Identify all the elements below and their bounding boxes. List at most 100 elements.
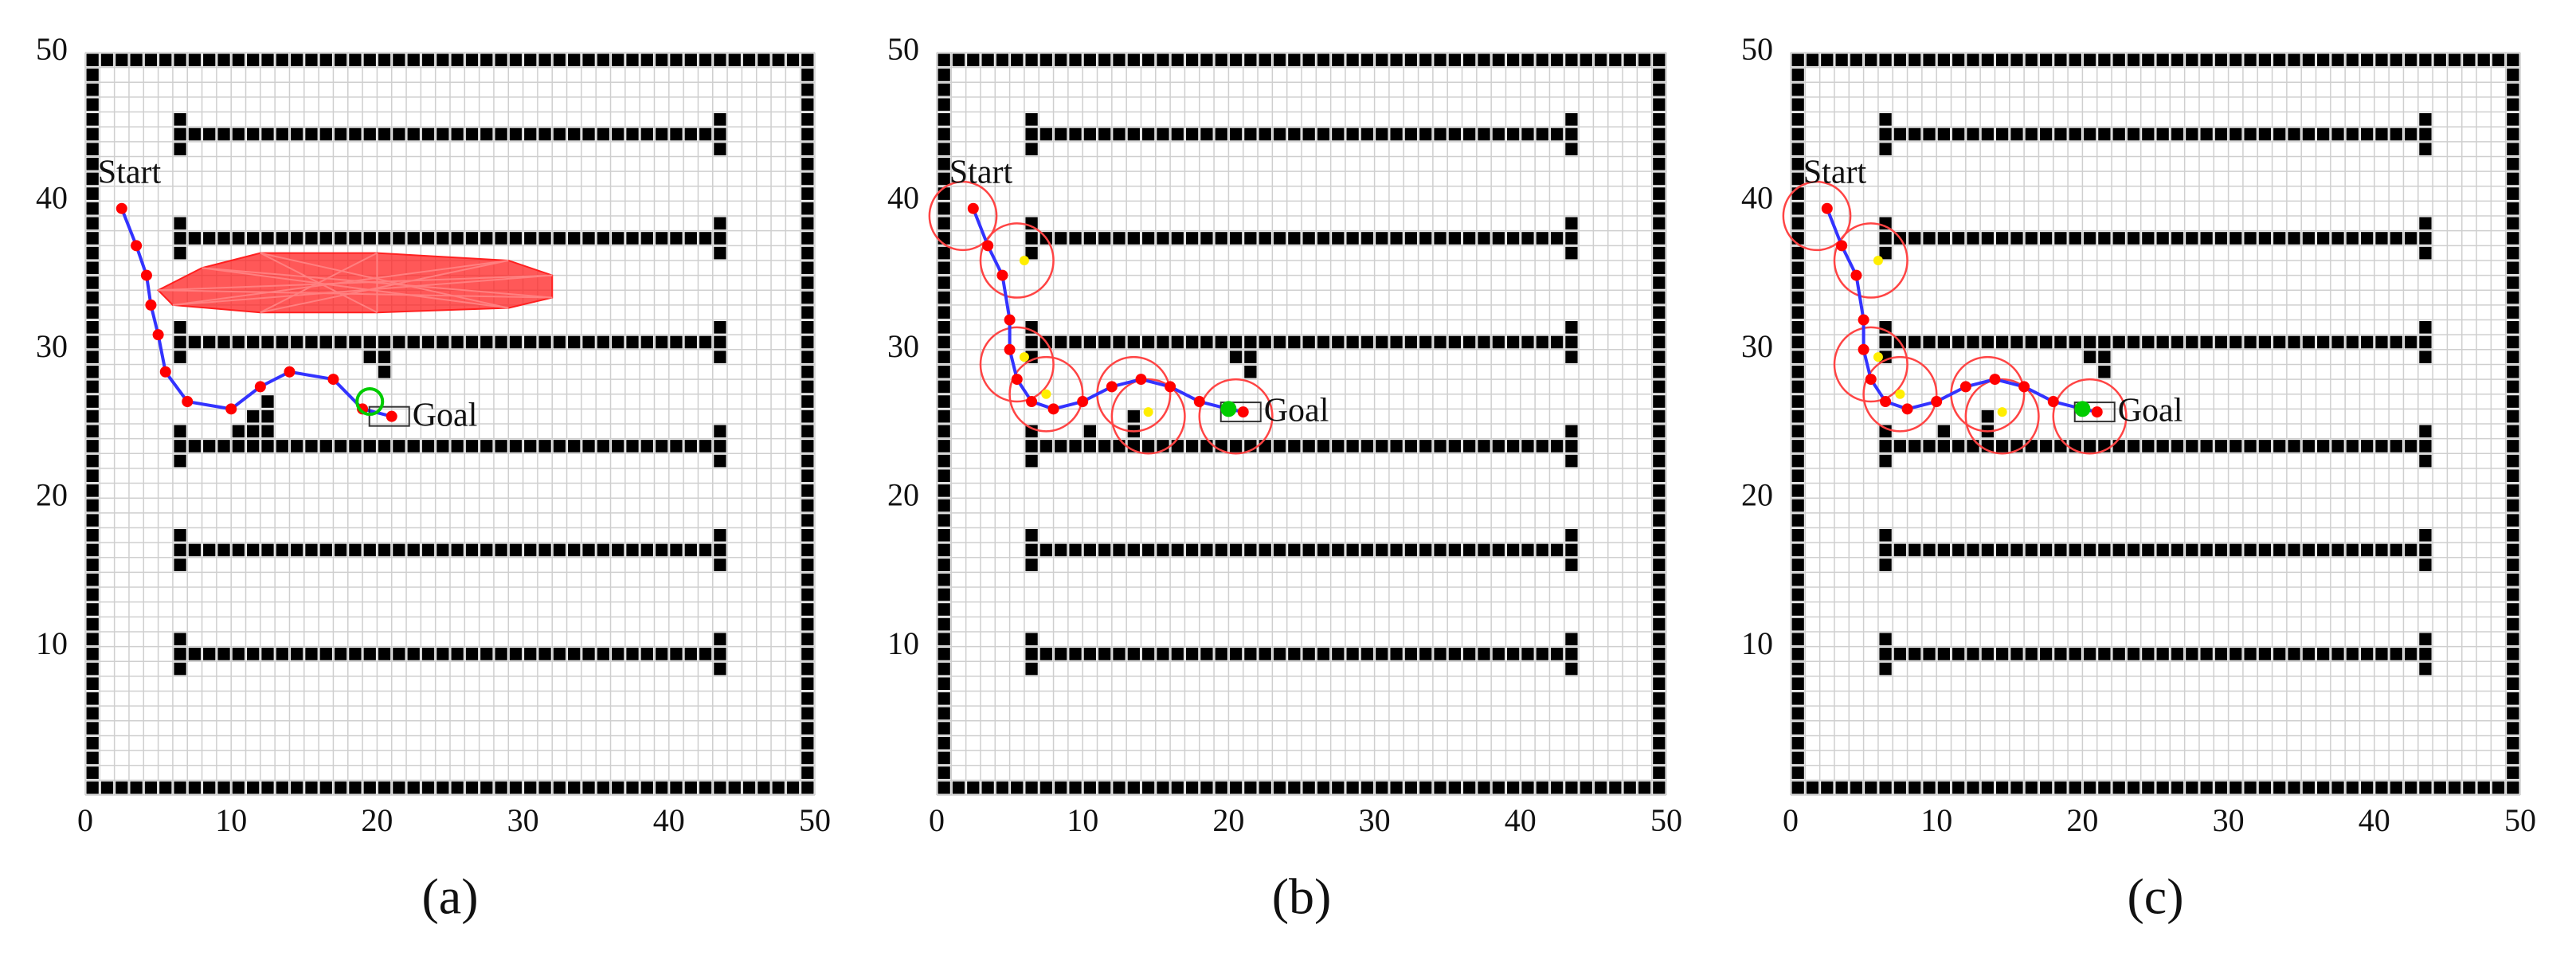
wall-cell <box>174 127 186 141</box>
wall-cell <box>2098 648 2111 660</box>
wall-cell <box>1055 335 1067 349</box>
border-cell <box>1623 781 1636 794</box>
wall-cell <box>1404 440 1418 453</box>
wall-cell <box>1404 543 1418 557</box>
wall-cell <box>1302 440 1315 453</box>
wall-post <box>1879 351 1892 363</box>
wall-cell <box>597 335 610 349</box>
border-cell <box>1127 53 1140 67</box>
wall-cell <box>232 232 245 245</box>
border-cell <box>801 143 814 155</box>
border-cell <box>1185 781 1199 794</box>
wall-cell <box>538 648 551 660</box>
border-cell <box>130 53 143 67</box>
wall-post <box>1879 246 1892 260</box>
wall-cell <box>495 335 507 349</box>
border-cell <box>232 53 245 67</box>
border-cell <box>2507 172 2519 186</box>
border-cell <box>2507 409 2519 423</box>
wall-cell <box>247 543 260 557</box>
wall-cell <box>2346 648 2359 660</box>
obstacle-cell <box>1083 425 1097 438</box>
wall-cell <box>2346 335 2359 349</box>
border-cell <box>801 707 814 720</box>
border-cell <box>801 588 814 601</box>
wall-cell <box>1288 335 1301 349</box>
wall-post <box>714 662 726 676</box>
wall-cell <box>1981 543 1994 557</box>
wall-cell <box>1565 648 1578 660</box>
border-cell <box>1653 232 1666 245</box>
border-cell <box>1346 781 1359 794</box>
border-cell <box>1791 722 1804 735</box>
border-cell <box>86 617 99 631</box>
border-cell <box>728 53 741 67</box>
border-cell <box>1171 781 1184 794</box>
border-cell <box>1879 53 1892 67</box>
wall-cell <box>1083 648 1097 660</box>
wall-cell <box>1025 543 1038 557</box>
wall-cell <box>684 127 697 141</box>
border-cell <box>801 113 814 126</box>
border-cell <box>1791 172 1804 186</box>
border-cell <box>1791 276 1804 289</box>
border-cell <box>801 53 814 67</box>
border-cell <box>1011 53 1024 67</box>
border-cell <box>86 335 99 349</box>
wall-cell <box>538 543 551 557</box>
border-cell <box>2273 53 2286 67</box>
wall-cell <box>509 232 523 245</box>
border-cell <box>2507 469 2519 483</box>
wall-cell <box>1171 127 1184 141</box>
wall-cell <box>2258 543 2272 557</box>
wall-cell <box>1332 543 1345 557</box>
wall-cell <box>1288 127 1301 141</box>
border-cell <box>2360 53 2374 67</box>
border-cell <box>2054 781 2067 794</box>
border-cell <box>1244 781 1257 794</box>
wall-post <box>1025 113 1038 126</box>
border-cell <box>2230 781 2242 794</box>
wall-post <box>714 425 726 438</box>
border-cell <box>2507 484 2519 497</box>
border-cell <box>981 781 994 794</box>
wall-cell <box>1923 440 1936 453</box>
wall-cell <box>1521 232 1534 245</box>
wall-cell <box>2317 543 2330 557</box>
wall-cell <box>699 127 712 141</box>
path-point <box>1836 240 1848 252</box>
wall-cell <box>2127 232 2140 245</box>
wall-cell <box>2069 335 2081 349</box>
wall-cell <box>1390 232 1403 245</box>
wall-cell <box>174 543 186 557</box>
border-cell <box>1653 751 1666 765</box>
border-cell <box>2507 692 2519 705</box>
wall-cell <box>1346 232 1359 245</box>
wall-cell <box>1171 232 1184 245</box>
explored-ray <box>158 289 553 299</box>
wall-cell <box>640 648 653 660</box>
wall-cell <box>495 440 507 453</box>
border-cell <box>938 588 950 601</box>
wall-cell <box>1434 335 1447 349</box>
waypoint <box>1873 352 1883 362</box>
path-point <box>982 240 994 252</box>
wall-cell <box>2025 335 2038 349</box>
wall-cell <box>538 232 551 245</box>
border-cell <box>2186 781 2198 794</box>
border-cell <box>1506 53 1520 67</box>
wall-cell <box>1346 648 1359 660</box>
panel-label: (b) <box>1272 868 1332 925</box>
wall-cell <box>1098 648 1111 660</box>
border-cell <box>2507 232 2519 245</box>
wall-cell <box>1215 127 1227 141</box>
border-cell <box>86 246 99 260</box>
wall-post <box>174 662 186 676</box>
border-cell <box>1952 53 1965 67</box>
border-cell <box>1791 751 1804 765</box>
start-label: Start <box>949 154 1013 190</box>
border-cell <box>319 781 332 794</box>
border-cell <box>86 306 99 319</box>
border-cell <box>421 53 435 67</box>
border-cell <box>2477 781 2490 794</box>
